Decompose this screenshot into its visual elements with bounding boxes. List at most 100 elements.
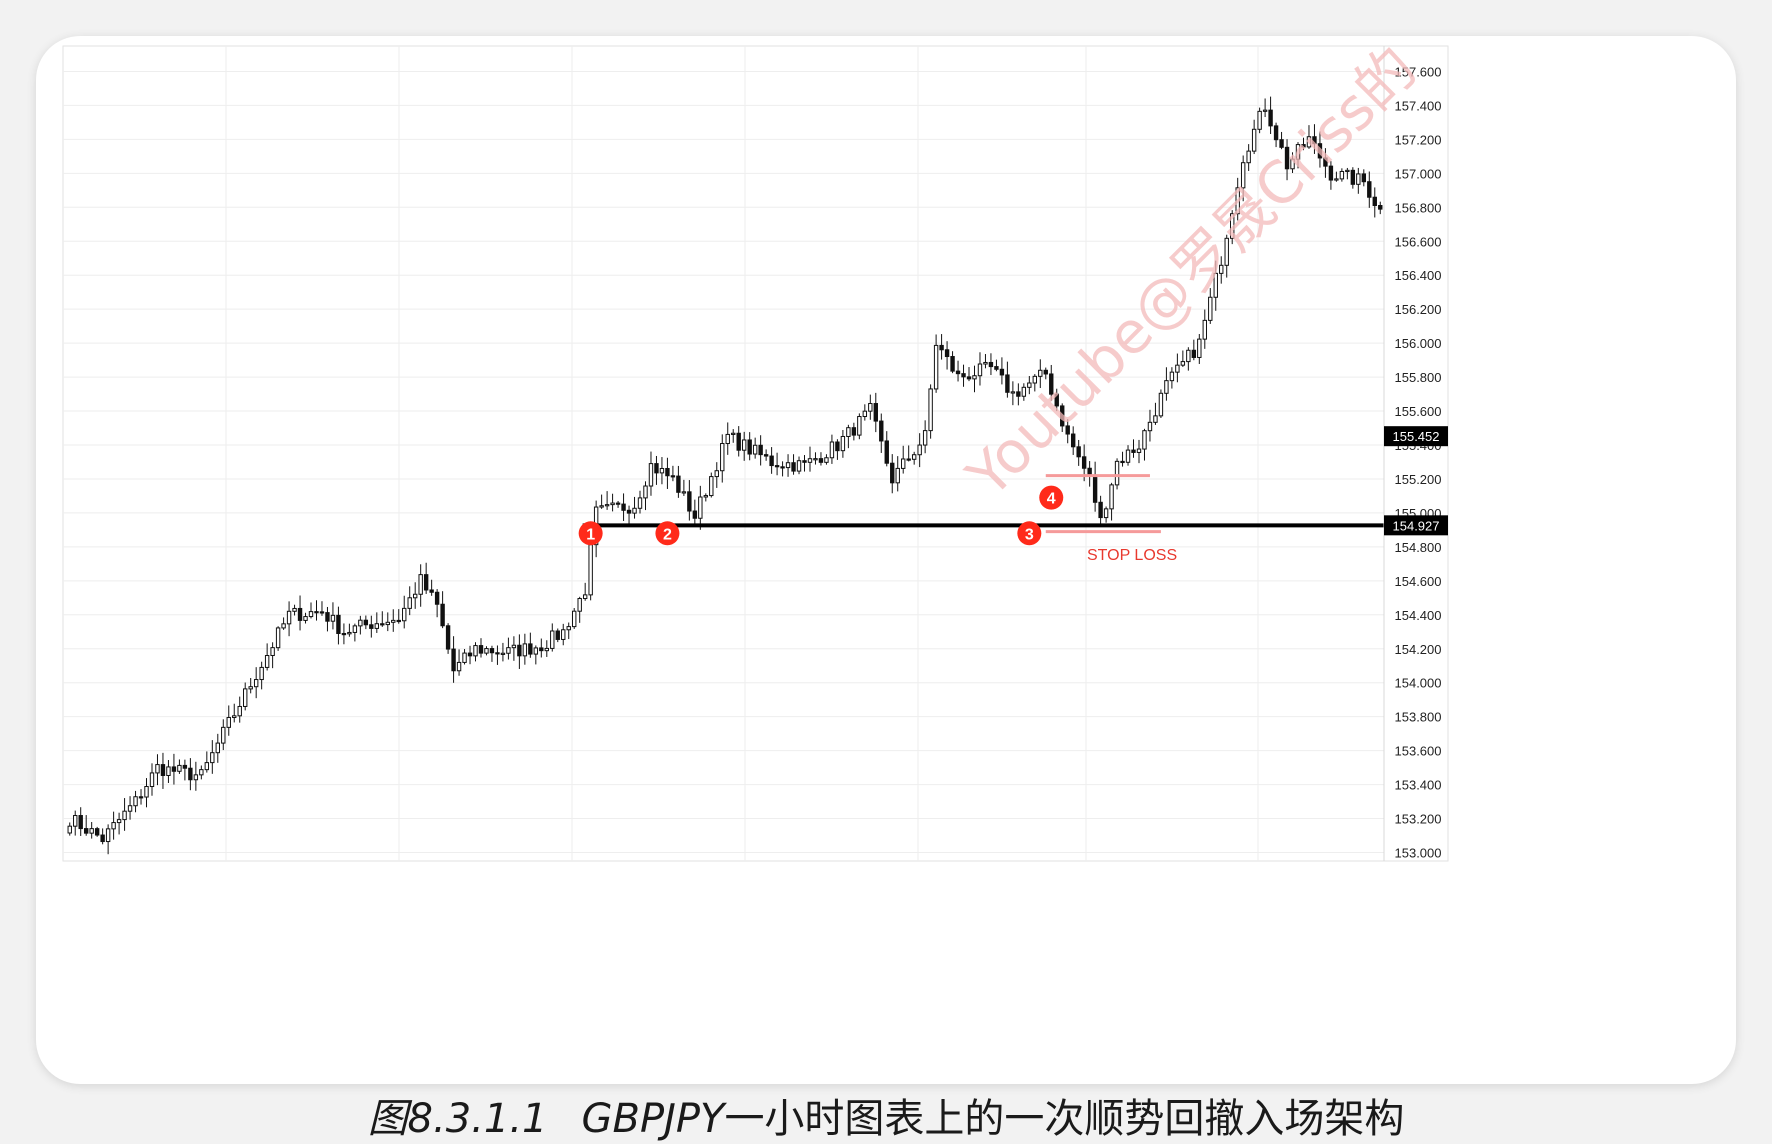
candle-body (714, 470, 719, 478)
candle-body (237, 705, 242, 717)
candle-body (835, 441, 840, 452)
candle-body (544, 647, 549, 652)
candle-body (210, 752, 215, 764)
candle-body (665, 467, 670, 477)
price-label-box (1384, 515, 1448, 536)
candle-body (709, 476, 714, 497)
candle-body (248, 686, 253, 690)
candle-body (1317, 143, 1323, 159)
candle-body (127, 805, 133, 812)
candle-body (539, 647, 544, 652)
candle-body (824, 457, 829, 463)
candle-body (314, 611, 319, 614)
candle-body (950, 356, 955, 372)
candle-body (133, 796, 138, 807)
candle-body (275, 627, 281, 649)
candle-body (330, 614, 336, 622)
candle-body (588, 544, 593, 596)
candle-body (846, 427, 851, 437)
candle-body (1032, 375, 1038, 384)
candle-body (851, 427, 857, 436)
candle-body (599, 505, 604, 508)
candle-body (1092, 474, 1098, 503)
candle-body (199, 769, 204, 776)
candle-body (550, 630, 555, 649)
price-tick-label: 156.400 (1395, 268, 1442, 283)
candle-body (429, 589, 434, 593)
candle-body (105, 828, 111, 843)
candle-body (358, 619, 363, 627)
candle-body (149, 772, 155, 788)
candle-body (473, 645, 478, 657)
figure-number: 图8.3.1.1 (367, 1096, 548, 1142)
candle-body (500, 652, 506, 655)
candle-body (1378, 205, 1383, 210)
price-tick-label: 154.800 (1395, 540, 1442, 555)
candle-body (1295, 144, 1301, 160)
candle-body (994, 366, 999, 370)
candle-body (555, 630, 560, 640)
candle-body (802, 460, 807, 463)
candle-body (561, 629, 566, 640)
candle-body (489, 648, 495, 654)
candle-body (813, 458, 818, 461)
candle-body (972, 375, 977, 380)
candle-body (566, 626, 571, 631)
candle-body (747, 439, 752, 455)
candles (67, 96, 1383, 855)
candle-body (983, 361, 988, 365)
candle-body (1235, 187, 1240, 215)
candle-body (840, 435, 846, 452)
candle-body (1246, 150, 1251, 164)
candle-body (1213, 272, 1218, 298)
candle-body (572, 610, 577, 628)
candle-body (116, 819, 122, 824)
candle-body (232, 715, 237, 719)
candle-body (999, 368, 1005, 376)
candle-body (286, 610, 292, 625)
candle-body (1076, 446, 1081, 458)
candle-body (1016, 391, 1021, 397)
price-tick-label: 153.000 (1395, 846, 1442, 861)
marker-circle (655, 521, 680, 546)
candle-body (901, 458, 906, 469)
candle-body (1339, 170, 1345, 180)
candle-body (676, 475, 681, 493)
candle-body (73, 815, 78, 827)
candle-body (166, 766, 171, 776)
candle-body (221, 726, 226, 744)
candle-body (243, 688, 248, 707)
candle-body (720, 443, 725, 472)
candle-body (807, 458, 813, 463)
marker-circle (1039, 485, 1064, 510)
candle-body (1109, 484, 1114, 510)
candle-body (829, 441, 835, 459)
candle-body (1131, 449, 1136, 453)
candle-body (155, 764, 160, 774)
marker-circle (1017, 521, 1042, 546)
candle-body (462, 652, 467, 663)
candle-body (533, 647, 539, 655)
candle-body (966, 376, 972, 380)
price-tick-label: 153.200 (1395, 812, 1442, 827)
candle-body (281, 623, 286, 629)
price-label-text: 155.452 (1393, 429, 1440, 444)
candle-body (769, 455, 774, 467)
candle-body (741, 439, 747, 451)
candle-body (1049, 373, 1054, 395)
price-tick-label: 155.600 (1395, 404, 1442, 419)
candle-body (1328, 165, 1334, 181)
candle-body (780, 466, 785, 469)
price-tick-label: 154.000 (1395, 676, 1442, 691)
candle-body (303, 616, 308, 621)
candle-body (264, 655, 270, 668)
candle-body (1273, 125, 1279, 141)
candle-body (83, 828, 89, 834)
candle-body (226, 717, 231, 728)
candle-body (78, 815, 83, 830)
candle-body (1240, 162, 1246, 189)
candle-body (868, 403, 873, 412)
candle-body (396, 619, 401, 623)
candle-body (1284, 146, 1290, 170)
candle-body (1301, 144, 1306, 148)
